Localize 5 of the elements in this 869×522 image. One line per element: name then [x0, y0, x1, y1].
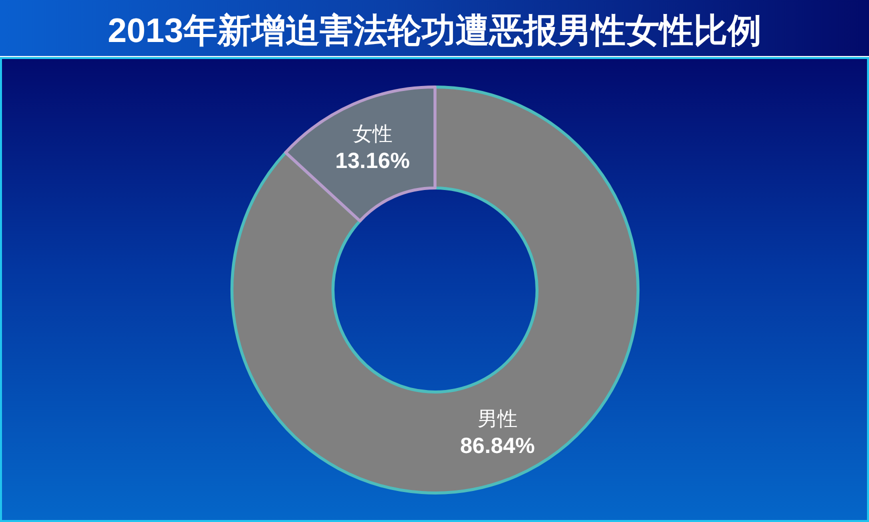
- data-label: 13.16%: [335, 148, 410, 174]
- slice-label: 女性: [352, 124, 393, 146]
- data-label: 86.84%: [460, 432, 535, 458]
- chart-title: 2013年新增迫害法轮功遭恶报男性女性比例: [108, 12, 762, 50]
- slice-label: 男性: [477, 408, 518, 430]
